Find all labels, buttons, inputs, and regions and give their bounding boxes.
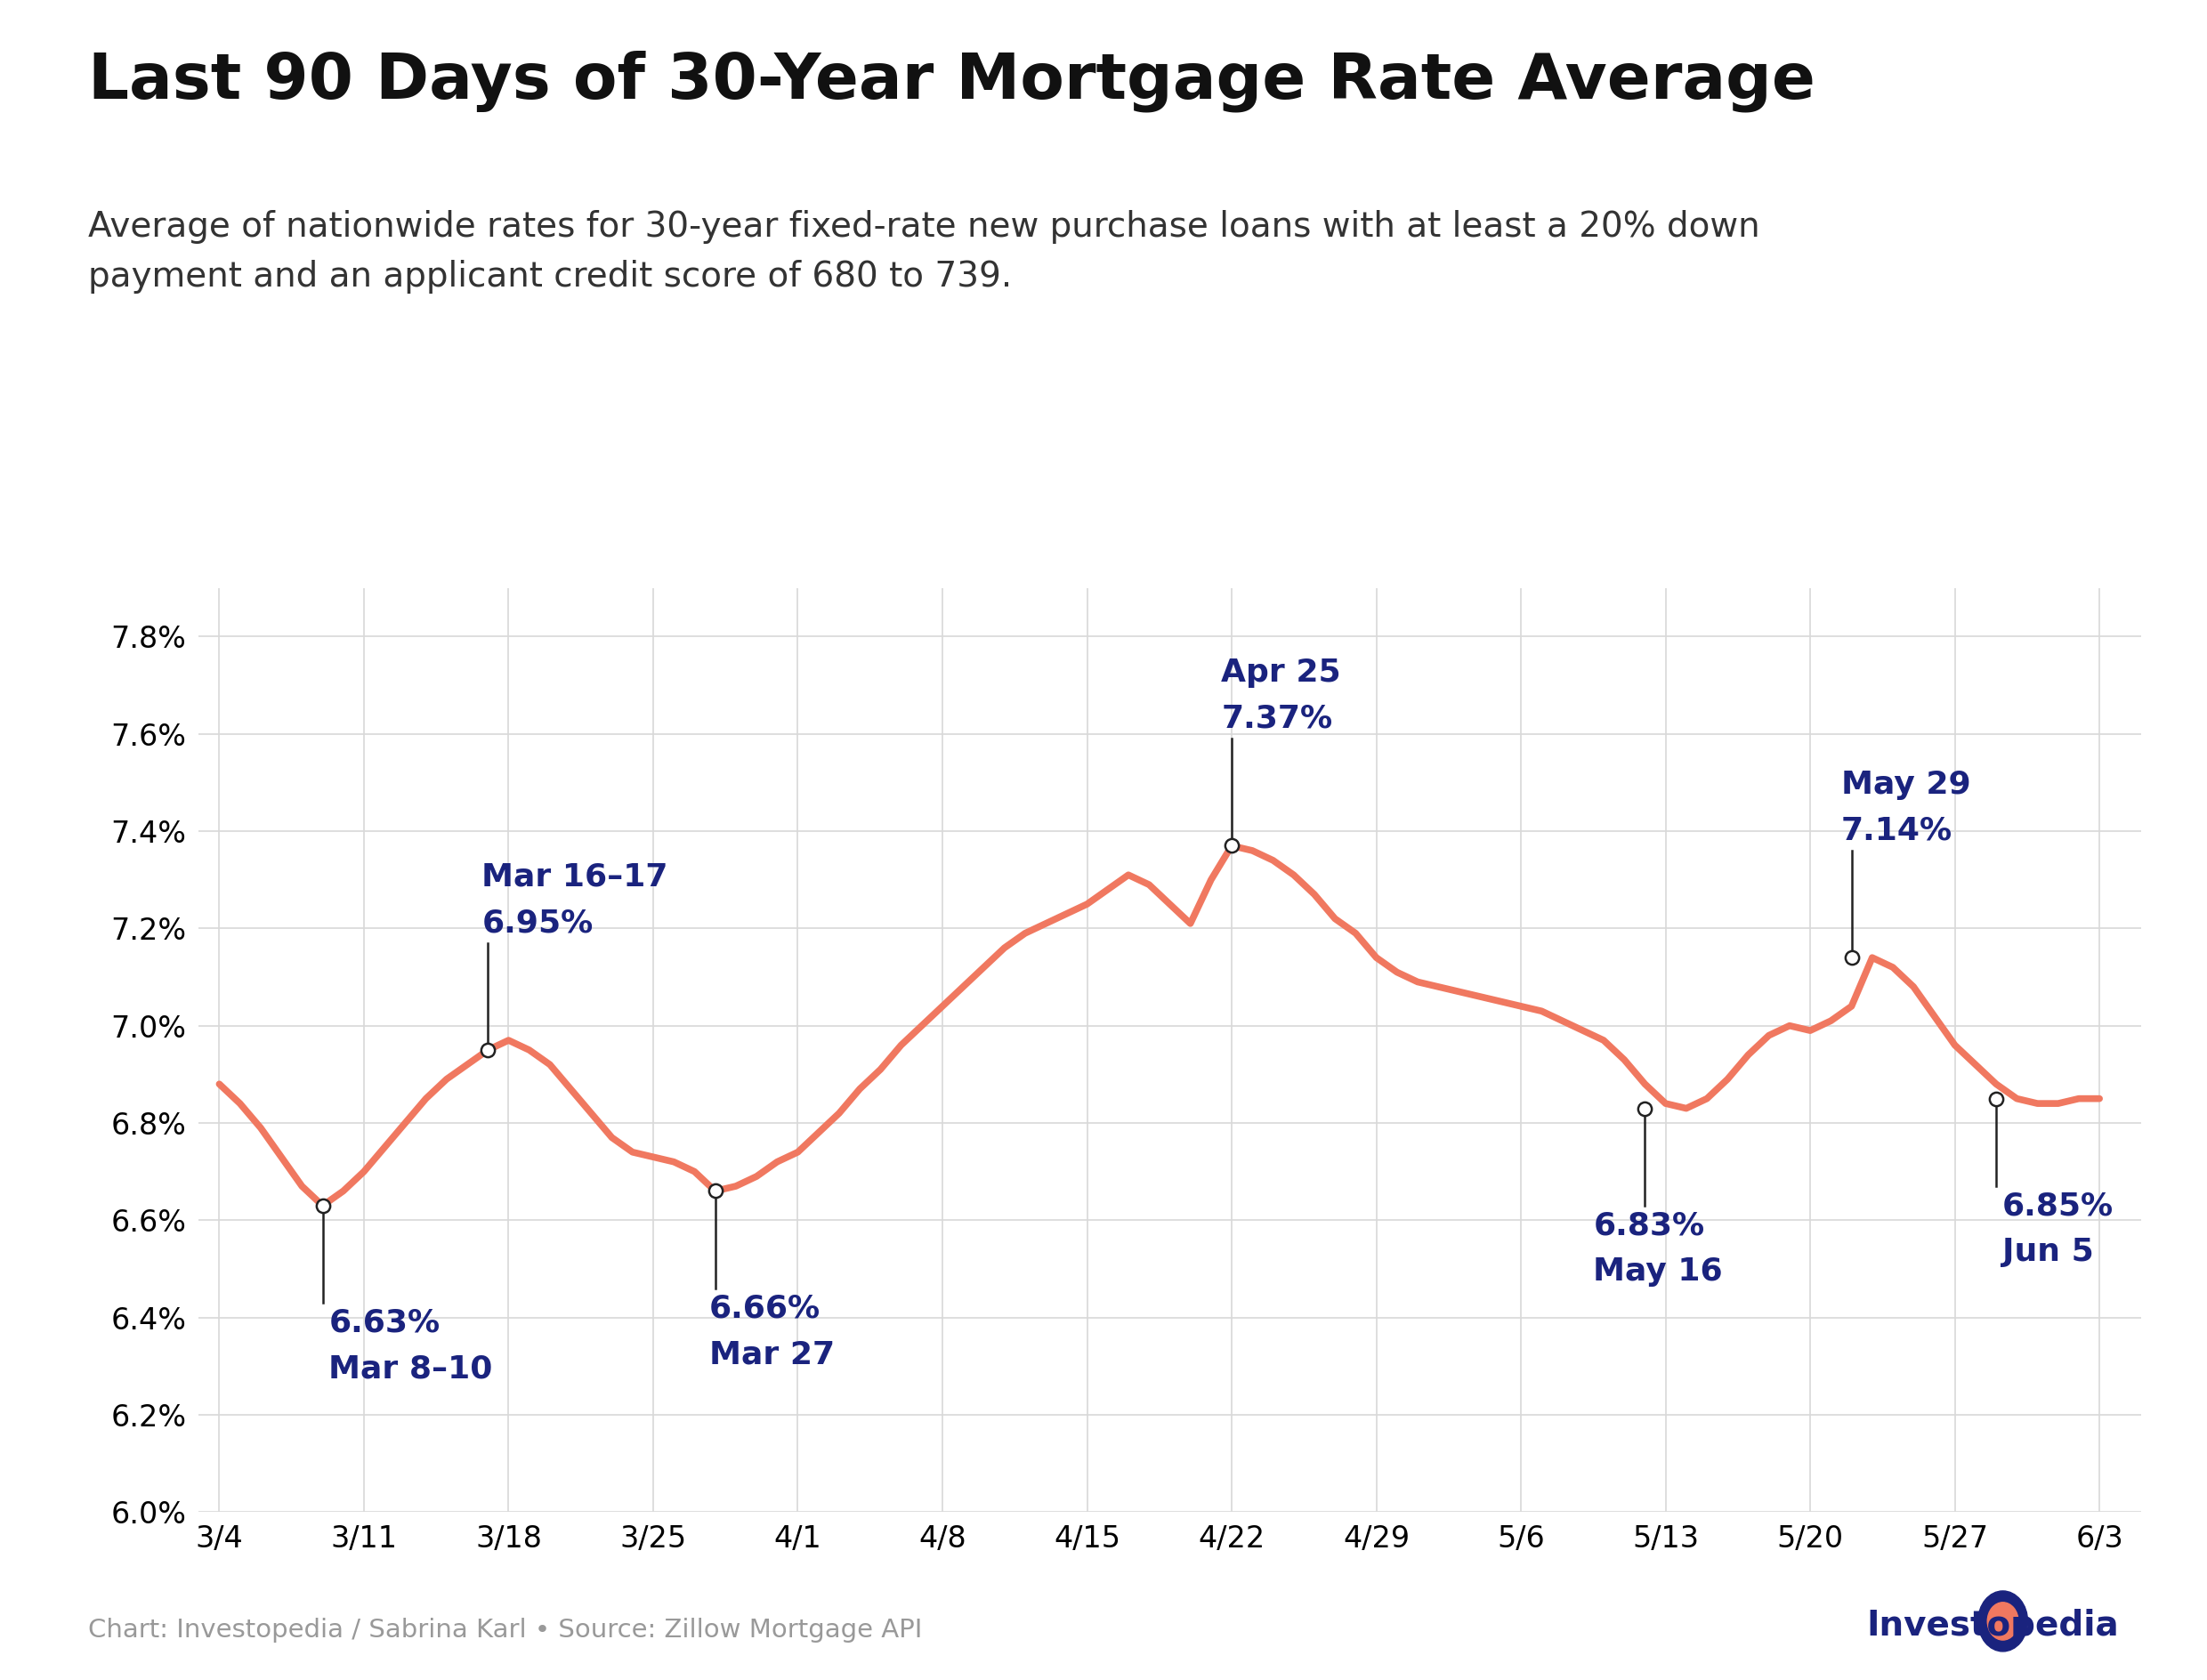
Text: Apr 25: Apr 25: [1220, 657, 1342, 687]
Text: Mar 27: Mar 27: [708, 1339, 834, 1369]
Text: May 16: May 16: [1593, 1257, 1724, 1287]
Text: 7.37%: 7.37%: [1220, 704, 1333, 734]
Text: 6.85%: 6.85%: [2002, 1191, 2114, 1221]
Text: Mar 16–17: Mar 16–17: [481, 862, 669, 892]
Circle shape: [1977, 1591, 2028, 1651]
Circle shape: [1986, 1603, 2017, 1640]
Text: 6.83%: 6.83%: [1593, 1211, 1704, 1242]
Text: May 29: May 29: [1841, 769, 1971, 800]
Text: Average of nationwide rates for 30-year fixed-rate new purchase loans with at le: Average of nationwide rates for 30-year …: [88, 210, 1761, 294]
Text: Jun 5: Jun 5: [2002, 1236, 2094, 1267]
Text: Mar 8–10: Mar 8–10: [329, 1354, 492, 1384]
Text: Last 90 Days of 30-Year Mortgage Rate Average: Last 90 Days of 30-Year Mortgage Rate Av…: [88, 50, 1816, 113]
Text: Chart: Investopedia / Sabrina Karl • Source: Zillow Mortgage API: Chart: Investopedia / Sabrina Karl • Sou…: [88, 1618, 923, 1643]
Text: Investopedia: Investopedia: [1867, 1609, 2119, 1643]
Text: 6.95%: 6.95%: [481, 907, 594, 937]
Text: 6.63%: 6.63%: [329, 1307, 439, 1337]
Text: 6.66%: 6.66%: [708, 1294, 821, 1324]
Text: 7.14%: 7.14%: [1841, 815, 1953, 845]
